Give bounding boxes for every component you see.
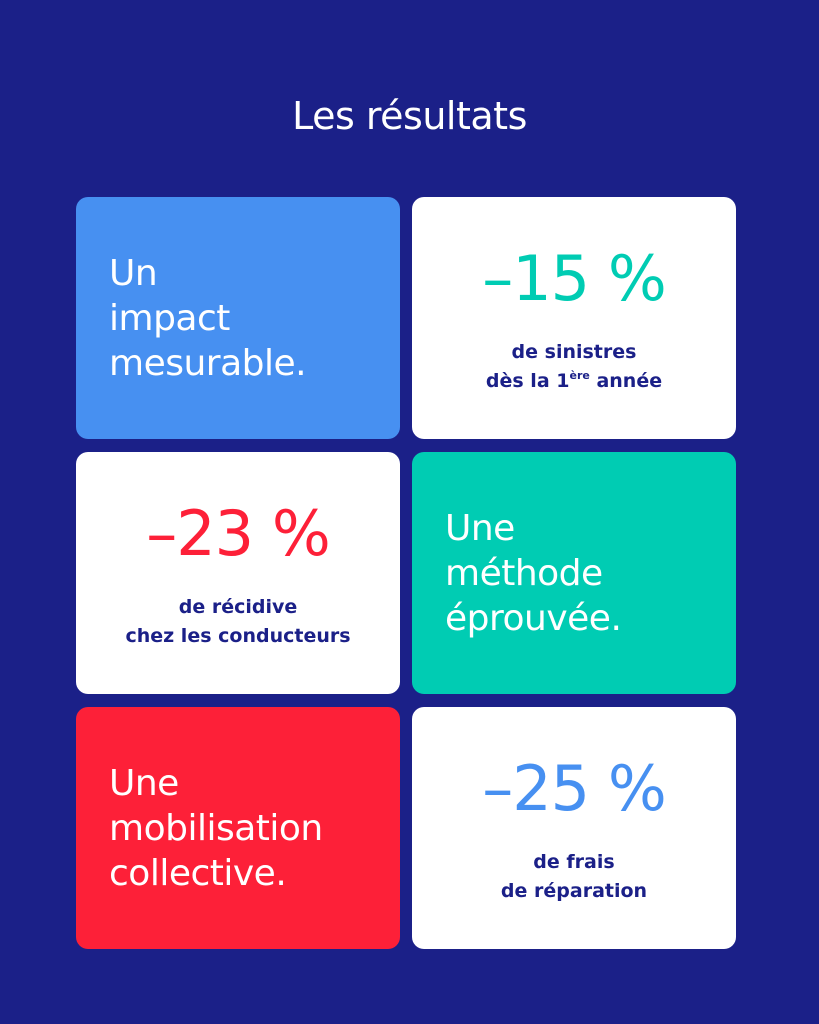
card-mobilisation: Une mobilisation collective. [76,707,400,949]
mobilisation-line-3: collective. [109,852,287,894]
impact-line-3: mesurable. [109,342,307,384]
mobilisation-line-2: mobilisation [109,807,323,849]
methode-heading: Une méthode éprouvée. [445,452,622,694]
sinistres-desc-line-2-end: année [589,370,663,392]
impact-line-2: impact [109,297,230,339]
methode-line-2: méthode [445,552,603,594]
mobilisation-line-1: Une [109,762,179,804]
recidive-description: de récidive chez les conducteurs [76,593,400,651]
card-methode: Une méthode éprouvée. [412,452,736,694]
sinistres-description: de sinistres dès la 1ère année [412,338,736,396]
reparation-desc-line-2: de réparation [500,880,648,902]
impact-line-1: Un [109,252,158,294]
methode-line-3: éprouvée. [445,597,622,639]
sinistres-value: –15 % [482,242,667,315]
impact-heading: Un impact mesurable. [109,197,307,439]
recidive-value: –23 % [146,497,331,570]
recidive-desc-line-1: de récidive [178,596,298,618]
reparation-desc-line-1: de frais [533,851,615,873]
sinistres-desc-line-2: dès la 1ère année [412,367,736,396]
sinistres-desc-line-2-start: dès la 1 [485,370,570,392]
methode-line-1: Une [445,507,515,549]
reparation-description: de frais de réparation [412,848,736,906]
sinistres-desc-superscript: ère [569,369,590,382]
card-sinistres-stat: –15 % de sinistres dès la 1ère année [412,197,736,439]
card-recidive-stat: –23 % de récidive chez les conducteurs [76,452,400,694]
card-impact: Un impact mesurable. [76,197,400,439]
page-title: Les résultats [292,94,527,138]
sinistres-desc-line-1: de sinistres [511,341,637,363]
card-reparation-stat: –25 % de frais de réparation [412,707,736,949]
reparation-value: –25 % [482,752,667,825]
recidive-desc-line-2: chez les conducteurs [125,625,351,647]
mobilisation-heading: Une mobilisation collective. [109,707,323,949]
